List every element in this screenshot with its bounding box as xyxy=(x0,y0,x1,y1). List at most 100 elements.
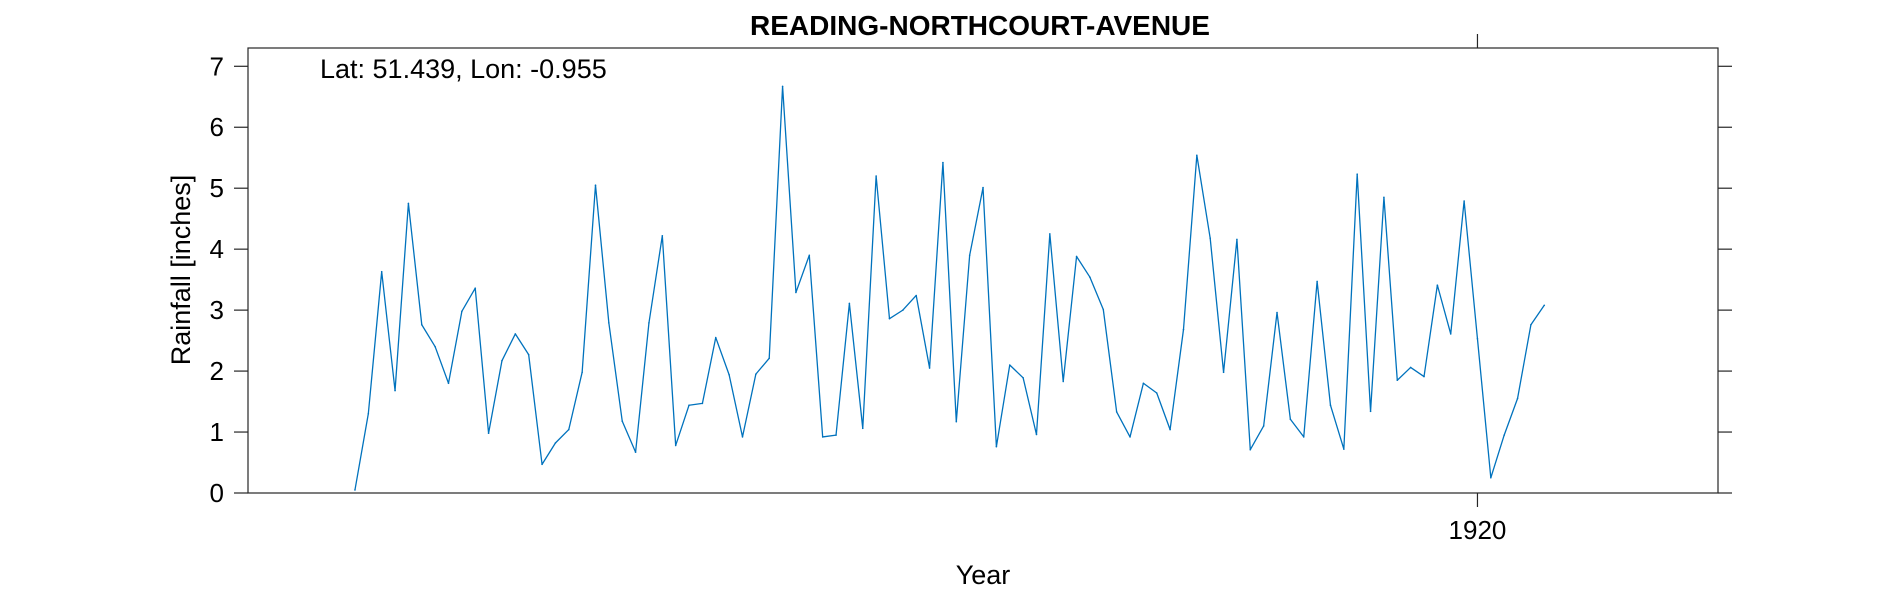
data-point xyxy=(728,373,730,376)
data-point xyxy=(741,436,744,438)
data-point xyxy=(554,442,557,444)
data-point xyxy=(701,402,704,405)
data-point xyxy=(1222,371,1225,374)
data-point xyxy=(1049,233,1051,235)
data-point xyxy=(461,310,463,313)
data-point xyxy=(394,389,396,392)
data-point xyxy=(1169,428,1171,431)
data-point xyxy=(1182,328,1185,331)
data-point xyxy=(1343,448,1345,450)
data-point xyxy=(848,302,851,305)
lat-lon-annotation: Lat: 51.439, Lon: -0.955 xyxy=(320,54,607,84)
rainfall-series-line xyxy=(354,85,1545,491)
data-point xyxy=(1543,304,1546,307)
data-point xyxy=(648,322,650,324)
data-point xyxy=(982,186,984,189)
x-axis-label: Year xyxy=(956,560,1011,590)
data-point xyxy=(487,432,490,435)
data-point xyxy=(1155,392,1158,394)
data-point xyxy=(875,175,877,177)
data-point xyxy=(1022,376,1024,379)
data-point xyxy=(688,404,690,407)
data-point xyxy=(968,254,971,257)
data-point xyxy=(1396,379,1399,382)
x-axis: 1920 xyxy=(1449,34,1507,545)
data-point xyxy=(714,336,717,339)
y-tick-label: 5 xyxy=(210,173,224,203)
data-point xyxy=(1035,433,1038,436)
data-point xyxy=(621,420,624,422)
data-point xyxy=(1490,476,1492,479)
data-point xyxy=(755,373,757,375)
data-point xyxy=(1316,280,1318,283)
data-point xyxy=(1062,380,1065,383)
data-point xyxy=(581,371,583,374)
y-tick-label: 3 xyxy=(210,295,224,325)
data-point xyxy=(1356,173,1358,175)
data-point xyxy=(447,382,450,385)
data-point xyxy=(608,322,610,324)
data-point xyxy=(1236,238,1238,241)
data-point xyxy=(527,353,530,356)
data-point xyxy=(1276,311,1278,314)
data-point xyxy=(380,270,383,273)
data-point xyxy=(902,309,904,311)
chart-title: READING-NORTHCOURT-AVENUE xyxy=(750,10,1210,41)
data-point xyxy=(1089,276,1091,279)
data-point xyxy=(1075,255,1078,258)
data-point xyxy=(835,434,837,436)
data-point xyxy=(367,412,370,415)
y-tick-label: 7 xyxy=(210,51,224,81)
data-point xyxy=(1516,397,1519,400)
data-point xyxy=(995,445,998,448)
data-point xyxy=(1102,308,1105,311)
data-point xyxy=(955,420,958,423)
y-tick-label: 1 xyxy=(210,417,224,447)
data-point xyxy=(501,359,503,362)
data-point xyxy=(1302,436,1305,438)
data-point xyxy=(1209,237,1211,239)
data-point xyxy=(1369,410,1372,413)
data-point xyxy=(474,287,477,289)
data-point xyxy=(1476,337,1479,340)
data-point xyxy=(1423,375,1425,378)
y-tick-label: 4 xyxy=(210,234,224,264)
data-point xyxy=(1008,364,1011,366)
y-axis-label: Rainfall [inches] xyxy=(166,175,196,366)
data-point xyxy=(541,463,543,466)
data-point xyxy=(407,202,410,205)
data-point xyxy=(821,436,824,438)
data-point xyxy=(1129,436,1131,438)
data-point xyxy=(915,294,918,297)
x-tick-label: 1920 xyxy=(1449,515,1507,545)
data-point xyxy=(1503,434,1505,436)
data-point xyxy=(1436,284,1439,286)
data-point xyxy=(1142,382,1145,385)
data-point xyxy=(1530,323,1532,326)
data-point xyxy=(634,451,637,453)
data-point xyxy=(1289,418,1292,421)
y-tick-label: 2 xyxy=(210,356,224,386)
data-point xyxy=(1409,366,1412,369)
data-point xyxy=(768,357,771,360)
data-point xyxy=(1262,425,1265,427)
data-point xyxy=(661,234,664,237)
data-point xyxy=(781,85,784,88)
data-point xyxy=(674,444,677,447)
data-point xyxy=(594,184,597,186)
y-tick-label: 6 xyxy=(210,112,224,142)
series-points xyxy=(354,85,1546,491)
data-point xyxy=(1463,200,1465,202)
y-axis: 0 1 2 3 4 5 6 7 xyxy=(210,51,1732,508)
data-point xyxy=(861,427,864,430)
data-point xyxy=(1196,154,1198,157)
plot-frame xyxy=(247,47,1719,494)
data-point xyxy=(514,333,517,335)
data-point xyxy=(1329,404,1332,407)
data-point xyxy=(1449,333,1452,335)
data-point xyxy=(928,367,931,369)
data-point xyxy=(888,317,891,320)
data-point xyxy=(354,489,356,491)
